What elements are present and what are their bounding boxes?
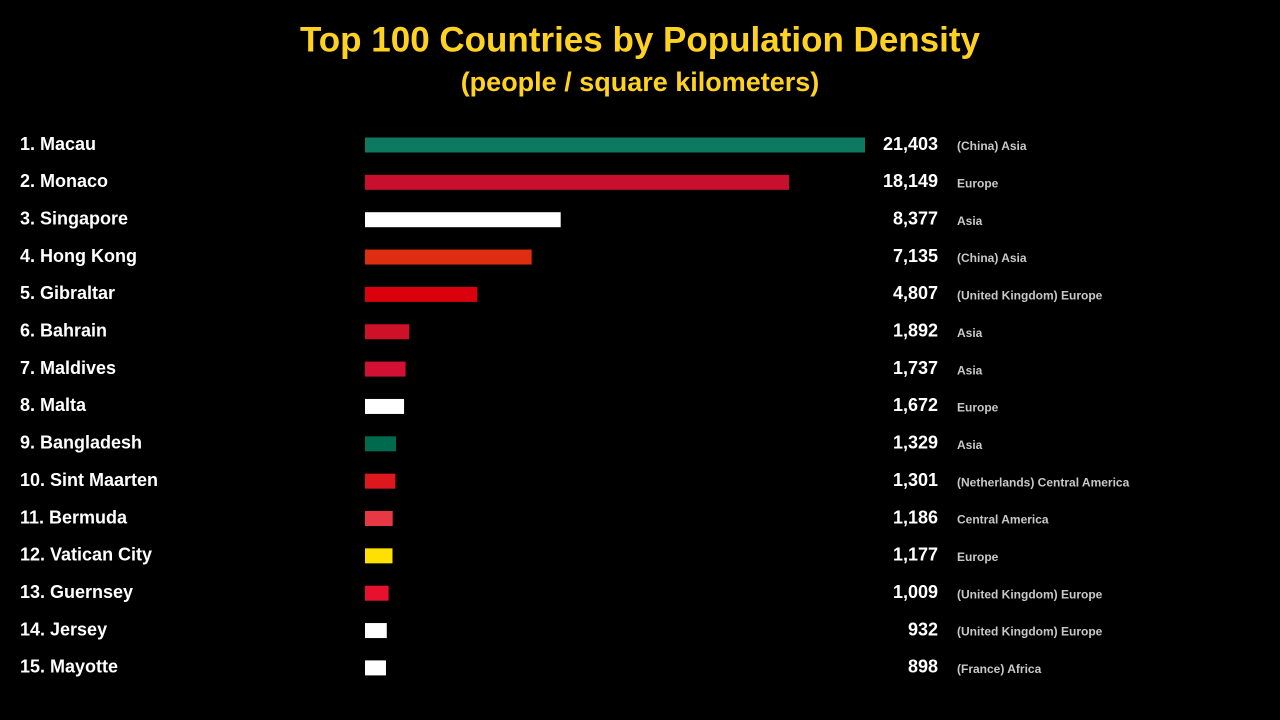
region-label: (France) Africa [957,662,1042,676]
value-label: 18,149 [883,171,938,191]
category-label: 2. Monaco [20,171,108,191]
bar [365,585,389,601]
category-label: 15. Mayotte [20,657,118,677]
value-label: 21,403 [883,134,938,154]
bar [365,174,789,190]
bar [365,398,405,414]
chart-title: Top 100 Countries by Population Density [300,20,981,59]
value-label: 1,009 [893,582,938,602]
bar [365,324,410,340]
region-label: (United Kingdom) Europe [957,289,1103,303]
region-label: (Netherlands) Central America [957,475,1130,489]
region-label: Asia [957,214,983,228]
category-label: 8. Malta [20,395,87,415]
value-label: 8,377 [893,208,938,228]
category-label: 5. Gibraltar [20,283,115,303]
category-label: 11. Bermuda [20,507,128,527]
region-label: Europe [957,401,999,415]
region-label: (China) Asia [957,251,1027,265]
value-label: 7,135 [893,246,938,266]
bar [365,473,396,489]
category-label: 9. Bangladesh [20,433,142,453]
category-label: 1. Macau [20,134,96,154]
value-label: 1,737 [893,358,938,378]
bar [365,623,387,639]
bar [365,511,393,526]
bar [365,361,406,377]
category-label: 12. Vatican City [20,545,152,565]
region-label: Asia [957,326,983,340]
bar [365,212,561,228]
region-label: (China) Asia [957,139,1027,153]
value-label: 1,892 [893,321,938,341]
bar [365,137,865,153]
bar [365,660,386,676]
category-label: 10. Sint Maarten [20,470,158,490]
chart-subtitle: (people / square kilometers) [461,67,820,97]
value-label: 1,329 [893,433,938,453]
region-label: Central America [957,513,1049,527]
value-label: 932 [908,619,938,639]
category-label: 4. Hong Kong [20,246,137,266]
bar [365,548,393,564]
region-label: Europe [957,550,999,564]
category-label: 14. Jersey [20,619,107,639]
region-label: (United Kingdom) Europe [957,625,1103,639]
region-label: (United Kingdom) Europe [957,587,1103,601]
region-label: Europe [957,177,999,191]
value-label: 898 [908,657,938,677]
category-label: 7. Maldives [20,358,116,378]
category-label: 6. Bahrain [20,321,107,341]
category-label: 3. Singapore [20,208,128,228]
bar [365,436,397,452]
value-label: 1,177 [893,545,938,565]
value-label: 4,807 [893,283,938,303]
value-label: 1,672 [893,395,938,415]
region-label: Asia [957,438,983,452]
bar [365,286,478,302]
value-label: 1,301 [893,470,938,490]
bar [365,249,532,265]
value-label: 1,186 [893,507,938,527]
region-label: Asia [957,363,983,377]
category-label: 13. Guernsey [20,582,133,602]
